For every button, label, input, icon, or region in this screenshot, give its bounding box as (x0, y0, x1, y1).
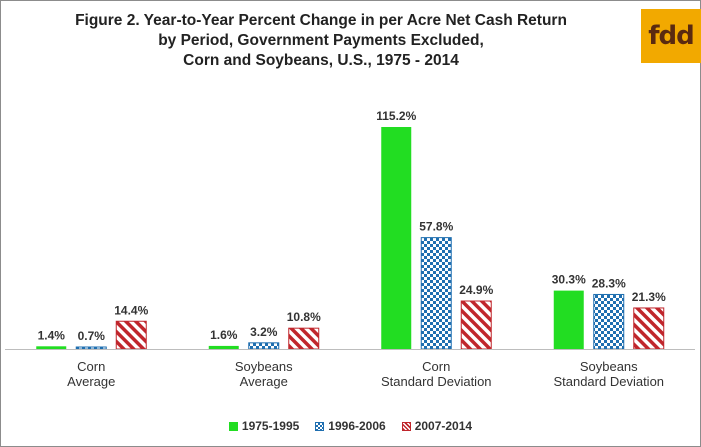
title-line-1: Figure 2. Year-to-Year Percent Change in… (75, 12, 567, 29)
bar-1975-1995-cat-2 (381, 127, 412, 349)
category-label: Corn (422, 359, 450, 374)
data-label: 24.9% (459, 283, 493, 297)
fdd-logo: fdd (641, 9, 701, 63)
bar-1975-1995-cat-0 (36, 346, 67, 349)
legend-label: 1996-2006 (328, 419, 386, 433)
logo-text: fdd (648, 21, 695, 51)
data-label: 115.2% (376, 109, 416, 123)
legend-item-2007-2014: 2007-2014 (401, 419, 473, 433)
legend-item-1975-1995: 1975-1995 (228, 419, 300, 433)
legend: 1975-1995 1996-2006 2007-2014 (1, 419, 700, 433)
category-label: Standard Deviation (381, 374, 492, 389)
legend-label: 1975-1995 (241, 419, 300, 433)
bars-layer (36, 127, 665, 350)
data-label: 3.2% (250, 325, 278, 339)
bar-1996-2006-cat-0 (75, 346, 107, 350)
bar-2007-2014-cat-0 (115, 320, 147, 350)
category-label: Corn (77, 359, 105, 374)
legend-swatch-solid (228, 421, 238, 431)
bar-2007-2014-cat-3 (633, 307, 665, 350)
legend-item-1996-2006: 1996-2006 (315, 419, 386, 433)
data-label: 1.6% (210, 328, 238, 342)
data-label: 0.7% (78, 329, 106, 343)
data-label: 28.3% (592, 276, 626, 290)
data-label: 57.8% (419, 220, 453, 234)
bar-1996-2006-cat-1 (248, 342, 280, 350)
data-label: 1.4% (38, 328, 66, 342)
data-label: 21.3% (632, 290, 666, 304)
title-line-2: by Period, Government Payments Excluded, (158, 32, 484, 49)
category-label: Average (240, 374, 288, 389)
bar-1975-1995-cat-3 (553, 290, 584, 349)
bar-1996-2006-cat-3 (593, 293, 625, 350)
title-line-3: Corn and Soybeans, U.S., 1975 - 2014 (183, 52, 459, 69)
bar-2007-2014-cat-2 (460, 300, 492, 350)
category-label: Standard Deviation (553, 374, 664, 389)
category-label: Soybeans (580, 359, 638, 374)
data-label: 30.3% (552, 273, 586, 287)
category-label: Average (67, 374, 115, 389)
category-label: Soybeans (235, 359, 293, 374)
bar-2007-2014-cat-1 (288, 327, 320, 350)
legend-label: 2007-2014 (414, 419, 473, 433)
data-label: 14.4% (114, 303, 148, 317)
bar-1996-2006-cat-2 (420, 237, 452, 350)
chart-title: Figure 2. Year-to-Year Percent Change in… (61, 11, 581, 71)
data-label: 10.8% (287, 310, 321, 324)
legend-swatch-diagonal (401, 421, 411, 431)
legend-swatch-checker (315, 421, 325, 431)
bar-1975-1995-cat-1 (208, 345, 239, 349)
